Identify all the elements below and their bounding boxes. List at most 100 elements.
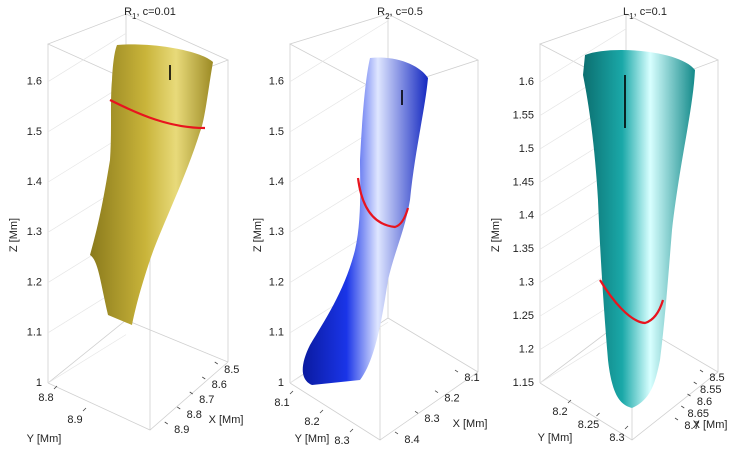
- z-tick-label: 1.6: [269, 76, 284, 88]
- z-tick-label: 1.5: [27, 126, 42, 138]
- z-axis-label: Z [Mm]: [8, 218, 20, 252]
- y-tick-label: 8.2: [304, 416, 319, 428]
- red-curve: [109, 99, 206, 130]
- z-tick-label: 1.55: [513, 109, 534, 121]
- y-axis-label: Y [Mm]: [295, 433, 330, 445]
- y-tick-label: 8.1: [274, 397, 289, 409]
- x-tick-label: 8.9: [174, 424, 189, 436]
- z-tick-label: 1.4: [519, 210, 534, 222]
- z-tick-label: 1.3: [519, 277, 534, 289]
- surface: [90, 44, 213, 326]
- title-sub: 1: [629, 12, 634, 21]
- title-sub: 2: [385, 12, 390, 21]
- title-sub: 1: [132, 12, 137, 21]
- z-tick-label: 1: [278, 377, 284, 389]
- y-tick-label: 8.9: [67, 414, 82, 426]
- z-tick-label: 1.1: [27, 327, 42, 339]
- title-main: R: [124, 6, 132, 18]
- red-curve: [599, 279, 665, 325]
- grid-line: [47, 33, 127, 82]
- y-tick-label: 8.8: [38, 392, 53, 404]
- y-axis-label: Y [Mm]: [538, 432, 573, 444]
- y-tick-label: 8.3: [334, 435, 349, 447]
- x-tick-label: 8.7: [684, 420, 699, 432]
- y-tick: [53, 385, 58, 390]
- z-axis-label: Z [Mm]: [490, 218, 502, 252]
- x-tick: [693, 381, 697, 385]
- title-rest: , c=0.5: [390, 6, 423, 18]
- x-tick: [699, 369, 704, 373]
- x-tick-label: 8.6: [697, 396, 712, 408]
- x-tick: [202, 376, 206, 380]
- x-tick-label: 8.2: [444, 393, 459, 405]
- x-tick: [164, 421, 168, 425]
- z-tick-label: 1.5: [269, 126, 284, 138]
- z-tick-label: 1.5: [519, 143, 534, 155]
- y-tick: [567, 399, 572, 404]
- x-tick-label: 8.4: [404, 434, 419, 446]
- x-tick-label: 8.1: [464, 372, 479, 384]
- x-tick-label: 8.8: [187, 409, 202, 421]
- z-tick-label: 1.2: [519, 343, 534, 355]
- z-tick-label: 1.2: [27, 276, 42, 288]
- z-tick-label: 1.15: [513, 377, 534, 389]
- y-tick: [596, 412, 600, 417]
- z-tick-label: 1.3: [27, 226, 42, 238]
- title-rest: , c=0.1: [634, 6, 667, 18]
- x-tick-label: 8.3: [424, 413, 439, 425]
- z-tick-label: 1.2: [269, 276, 284, 288]
- y-tick-label: 8.2: [552, 406, 567, 418]
- z-tick-label: 1.6: [27, 76, 42, 88]
- x-tick: [687, 393, 691, 397]
- x-tick: [414, 410, 419, 414]
- z-tick-label: 1.4: [269, 176, 284, 188]
- x-tick: [454, 369, 459, 373]
- y-axis-label: Y [Mm]: [27, 433, 62, 445]
- x-tick-label: 8.5: [224, 364, 239, 376]
- x-tick: [189, 391, 193, 395]
- grid-line: [289, 20, 389, 82]
- x-tick-label: 8.6: [212, 379, 227, 391]
- z-tick-label: 1.6: [519, 76, 534, 88]
- y-tick: [319, 409, 324, 414]
- red-curve: [356, 177, 410, 229]
- x-axis-label: X [Mm]: [453, 418, 488, 430]
- y-tick: [82, 407, 87, 412]
- z-tick-label: 1.4: [27, 176, 42, 188]
- chart-title: L1, c=0.1: [623, 6, 667, 21]
- x-tick: [674, 417, 679, 421]
- x-tick: [681, 405, 685, 409]
- x-tick-label: 8.5: [709, 372, 724, 384]
- grid-line: [539, 28, 627, 83]
- z-tick-label: 1.35: [513, 243, 534, 255]
- x-tick: [394, 431, 399, 435]
- x-tick: [177, 406, 181, 410]
- marker-line: [169, 65, 626, 128]
- x-axis-label: X [Mm]: [209, 414, 244, 426]
- y-tick-label: 8.25: [578, 419, 599, 431]
- chart-title: R2, c=0.5: [377, 6, 423, 21]
- z-axis-label: Z [Mm]: [252, 218, 264, 252]
- x-tick-label: 8.7: [199, 394, 214, 406]
- title-main: R: [377, 6, 385, 18]
- z-tick-label: 1.1: [269, 327, 284, 339]
- y-tick: [289, 390, 294, 395]
- surface: [583, 50, 695, 408]
- x-tick: [214, 361, 218, 365]
- surface: [302, 57, 428, 385]
- z-tick-label: 1.45: [513, 176, 534, 188]
- title-main: L: [623, 6, 629, 18]
- title-rest: , c=0.01: [136, 6, 175, 18]
- z-tick-label: 1.3: [269, 226, 284, 238]
- z-tick-label: 1.25: [513, 310, 534, 322]
- y-tick-label: 8.3: [609, 432, 624, 444]
- x-tick-label: 8.55: [700, 384, 721, 396]
- x-axis-label: X [Mm]: [693, 419, 728, 431]
- x-tick-label: 8.65: [688, 408, 709, 420]
- grid-line: [47, 334, 127, 384]
- chart-title: R1, c=0.01: [124, 6, 176, 21]
- y-tick: [624, 425, 629, 430]
- y-tick: [349, 428, 354, 433]
- x-tick: [434, 390, 439, 394]
